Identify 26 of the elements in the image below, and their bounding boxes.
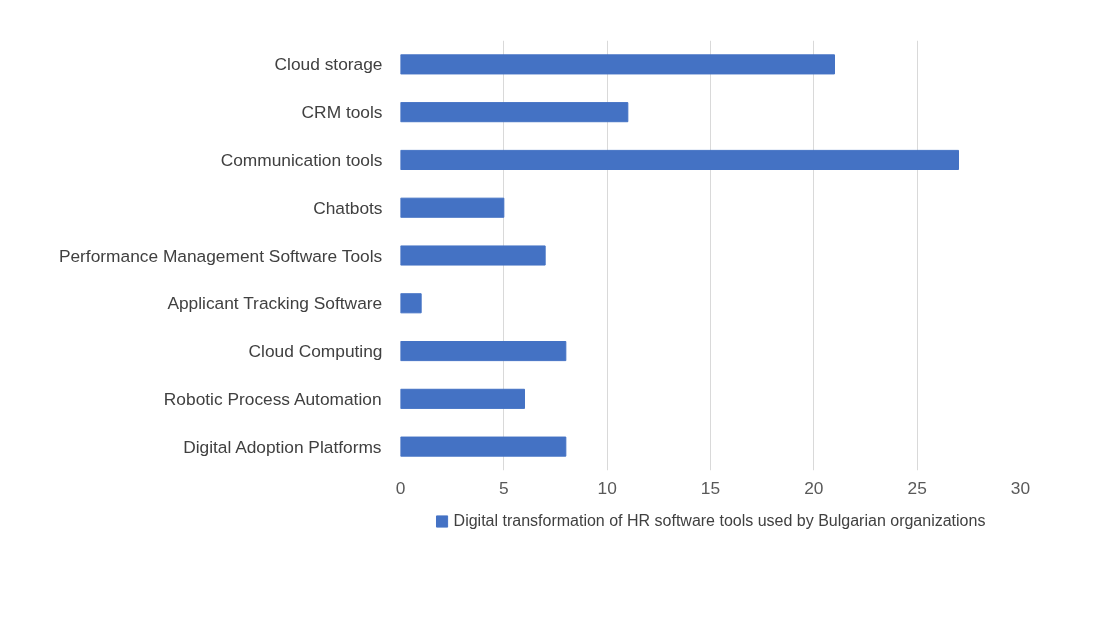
x-tick-label: 10 — [597, 477, 617, 498]
y-tick-label: Digital Adoption Platforms — [183, 436, 382, 457]
x-tick-label: 15 — [700, 477, 721, 498]
y-tick-label: Cloud storage — [274, 54, 383, 75]
legend-label: Digital transformation of HR software tools used by Bulgarian organizations — [453, 512, 986, 530]
x-tick-label: 30 — [1010, 477, 1031, 498]
bar — [400, 245, 546, 266]
bar — [400, 388, 525, 409]
y-tick-label: Communication tools — [220, 149, 383, 170]
y-tick-label: Applicant Tracking Software — [167, 293, 383, 314]
y-tick-label: Chatbots — [313, 197, 383, 218]
bar — [400, 436, 567, 457]
x-tick-label: 0 — [395, 477, 406, 498]
bar — [400, 102, 629, 123]
y-tick-label: CRM tools — [301, 102, 383, 123]
y-tick-label: Performance Management Software Tools — [58, 245, 383, 266]
y-tick-label: Robotic Process Automation — [163, 388, 382, 409]
bar — [400, 54, 835, 75]
y-tick-label: Cloud Computing — [248, 341, 383, 362]
bar — [400, 341, 567, 362]
x-tick-label: 5 — [499, 477, 509, 498]
x-tick-label: 25 — [907, 477, 927, 498]
bar — [400, 197, 505, 218]
bar — [400, 293, 422, 314]
x-tick-label: 20 — [804, 477, 824, 498]
bar — [400, 149, 959, 170]
